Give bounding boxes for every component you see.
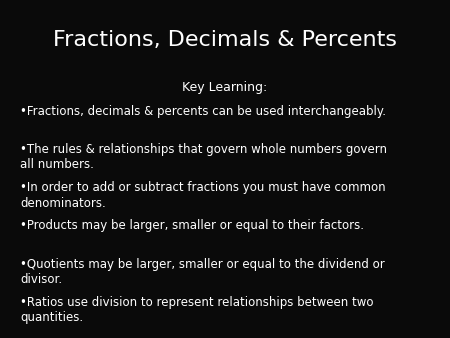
Text: •Ratios use division to represent relationships between two
quantities.: •Ratios use division to represent relati…	[20, 296, 374, 324]
Text: •In order to add or subtract fractions you must have common
denominators.: •In order to add or subtract fractions y…	[20, 181, 386, 210]
Text: •Fractions, decimals & percents can be used interchangeably.: •Fractions, decimals & percents can be u…	[20, 105, 386, 118]
Text: •Quotients may be larger, smaller or equal to the dividend or
divisor.: •Quotients may be larger, smaller or equ…	[20, 258, 385, 286]
Text: •Products may be larger, smaller or equal to their factors.: •Products may be larger, smaller or equa…	[20, 219, 364, 232]
Text: Fractions, Decimals & Percents: Fractions, Decimals & Percents	[53, 30, 397, 50]
Text: •The rules & relationships that govern whole numbers govern
all numbers.: •The rules & relationships that govern w…	[20, 143, 387, 171]
Text: Key Learning:: Key Learning:	[182, 81, 268, 94]
